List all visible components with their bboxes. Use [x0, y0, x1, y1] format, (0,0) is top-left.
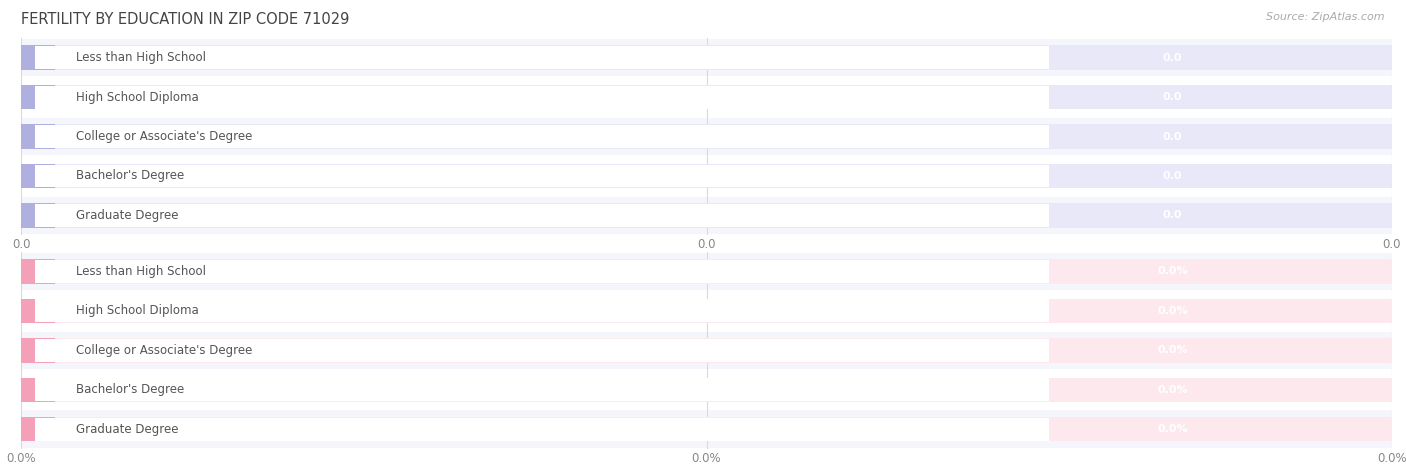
Bar	[21, 292, 1392, 330]
Bar	[21, 203, 55, 228]
Bar	[21, 203, 1392, 228]
Text: College or Associate's Degree: College or Associate's Degree	[76, 130, 252, 143]
Bar	[21, 417, 1392, 441]
Text: High School Diploma: High School Diploma	[76, 304, 198, 317]
Text: 0.0: 0.0	[1163, 171, 1182, 181]
Bar	[21, 118, 1392, 155]
Bar	[21, 164, 1392, 188]
Text: 0.0: 0.0	[1163, 92, 1182, 102]
Bar	[35, 339, 1049, 362]
Bar	[21, 299, 55, 323]
Bar	[21, 124, 1392, 149]
Text: 0.0%: 0.0%	[1157, 424, 1188, 434]
Text: 0.0%: 0.0%	[1157, 345, 1188, 355]
Bar	[21, 259, 1392, 284]
Bar	[21, 299, 1392, 323]
Text: 0.0%: 0.0%	[1157, 385, 1188, 395]
Bar	[21, 164, 55, 188]
Text: 0.0%: 0.0%	[1157, 306, 1188, 316]
Bar	[21, 197, 1392, 234]
Bar	[35, 125, 1049, 148]
Bar	[21, 338, 1392, 362]
Text: Graduate Degree: Graduate Degree	[76, 423, 179, 436]
Bar	[35, 164, 1049, 188]
Bar	[35, 299, 1049, 323]
Bar	[21, 46, 55, 70]
Bar	[35, 86, 1049, 109]
Bar	[35, 260, 1049, 283]
Bar	[35, 378, 1049, 401]
Text: 0.0%: 0.0%	[1157, 266, 1188, 276]
Text: College or Associate's Degree: College or Associate's Degree	[76, 344, 252, 357]
Bar	[21, 332, 1392, 369]
Bar	[21, 39, 1392, 76]
Bar	[35, 204, 1049, 227]
Text: 0.0: 0.0	[1163, 210, 1182, 220]
Text: 0.0: 0.0	[1163, 53, 1182, 63]
Bar	[21, 410, 1392, 448]
Bar	[21, 124, 55, 149]
Bar	[21, 417, 55, 441]
Bar	[35, 46, 1049, 69]
Bar	[21, 253, 1392, 290]
Text: Bachelor's Degree: Bachelor's Degree	[76, 170, 184, 182]
Bar	[21, 157, 1392, 195]
Bar	[21, 378, 1392, 402]
Text: High School Diploma: High School Diploma	[76, 91, 198, 104]
Bar	[35, 418, 1049, 441]
Bar	[21, 78, 1392, 116]
Bar	[21, 46, 1392, 70]
Bar	[21, 259, 55, 284]
Bar	[21, 371, 1392, 408]
Bar	[21, 85, 1392, 109]
Bar	[21, 85, 55, 109]
Text: FERTILITY BY EDUCATION IN ZIP CODE 71029: FERTILITY BY EDUCATION IN ZIP CODE 71029	[21, 12, 350, 27]
Text: 0.0: 0.0	[1163, 132, 1182, 142]
Text: Bachelor's Degree: Bachelor's Degree	[76, 383, 184, 396]
Text: Less than High School: Less than High School	[76, 265, 205, 278]
Bar	[21, 338, 55, 362]
Text: Less than High School: Less than High School	[76, 51, 205, 64]
Bar	[21, 378, 55, 402]
Text: Graduate Degree: Graduate Degree	[76, 209, 179, 222]
Text: Source: ZipAtlas.com: Source: ZipAtlas.com	[1267, 12, 1385, 22]
